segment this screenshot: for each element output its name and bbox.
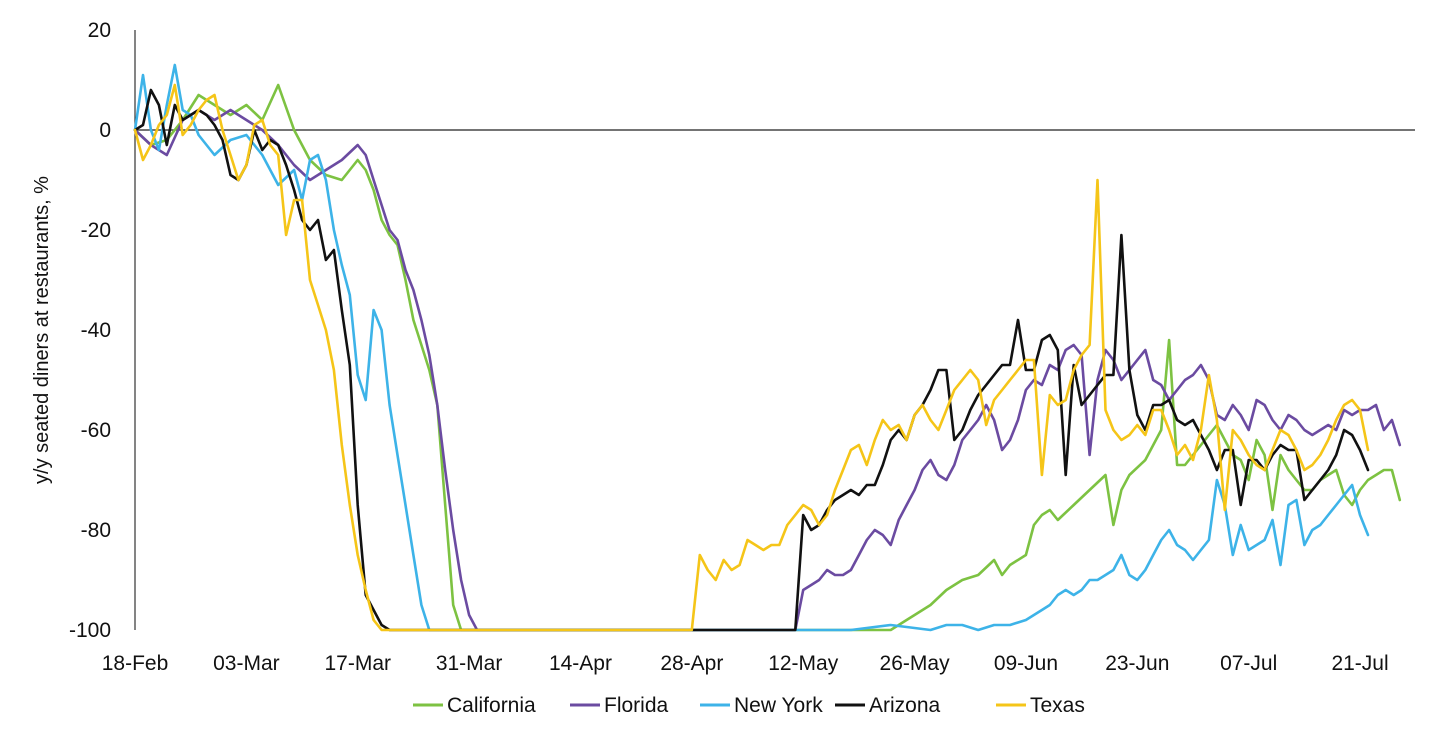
y-tick-label: -20 [81,219,111,242]
x-tick-label: 09-Jun [994,652,1058,675]
legend: California Florida New York Arizona Texas [413,694,1085,717]
legend-label-arizona: Arizona [869,694,941,717]
y-axis-ticks: 20 0 -20 -40 -60 -80 -100 [69,19,111,642]
x-tick-label: 21-Jul [1331,652,1388,675]
x-tick-label: 03-Mar [213,652,280,675]
x-tick-label: 12-May [768,652,839,675]
series-lines [133,63,1402,632]
x-tick-label: 28-Apr [660,652,723,675]
x-tick-label: 31-Mar [436,652,503,675]
x-tick-label: 18-Feb [102,652,169,675]
y-tick-label: 0 [99,119,111,142]
series-line-arizona [133,88,1370,632]
legend-label-new-york: New York [734,694,823,717]
legend-label-texas: Texas [1030,694,1085,717]
x-tick-label: 14-Apr [549,652,612,675]
series-line-texas [133,83,1370,632]
series-line-new-york [133,63,1370,632]
y-tick-label: -40 [81,319,111,342]
x-tick-label: 07-Jul [1220,652,1277,675]
series-line-california [133,83,1402,632]
y-tick-label: -80 [81,519,111,542]
x-tick-label: 23-Jun [1105,652,1169,675]
y-axis-label: y/y seated diners at restaurants, % [31,176,53,484]
y-tick-label: -100 [69,619,111,642]
legend-label-california: California [447,694,536,717]
y-tick-label: 20 [88,19,111,42]
x-tick-label: 17-Mar [324,652,391,675]
x-axis-ticks: 18-Feb 03-Mar 17-Mar 31-Mar 14-Apr 28-Apr 12-M… [102,652,1389,675]
series-line-florida [133,108,1402,632]
x-tick-label: 26-May [880,652,951,675]
legend-label-florida: Florida [604,694,669,717]
y-tick-label: -60 [81,419,111,442]
